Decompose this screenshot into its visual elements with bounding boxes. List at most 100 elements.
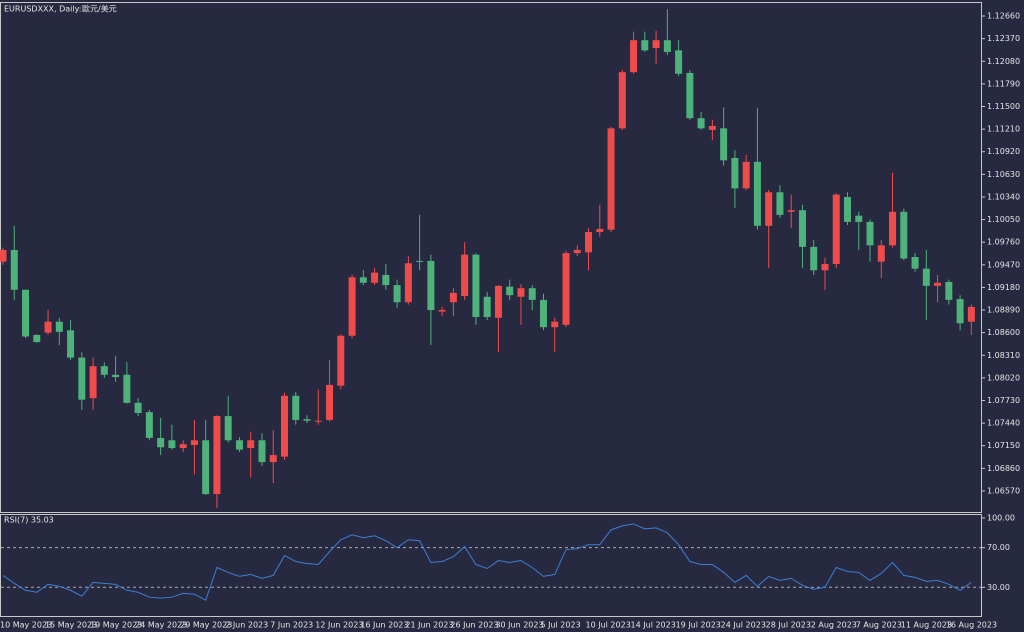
candle-body <box>528 288 536 300</box>
x-tick-label: 14 Jul 2023 <box>631 621 676 630</box>
candle-body <box>663 40 671 52</box>
candle-body <box>956 299 964 324</box>
candle-body <box>708 125 716 130</box>
candle-body <box>427 260 435 311</box>
y-tick-label: 1.11500 <box>987 102 1020 111</box>
y-tick-label: 1.10050 <box>987 215 1020 224</box>
y-tick-label: 70.00 <box>987 543 1010 552</box>
candle-body <box>202 440 210 495</box>
x-tick-label: 7 Jun 2023 <box>270 621 313 630</box>
candle-body <box>652 40 660 49</box>
candle-body <box>539 299 547 328</box>
candle-body <box>630 40 638 73</box>
y-tick-label: 30.00 <box>987 583 1010 592</box>
candle-body <box>348 277 356 336</box>
y-tick-label: 1.06570 <box>987 486 1020 495</box>
candle-body <box>438 310 446 312</box>
x-tick-label: 24 May 2023 <box>135 621 187 630</box>
y-tick-label: 1.09470 <box>987 260 1020 269</box>
candle-body <box>314 420 322 422</box>
candle-body <box>371 272 379 283</box>
x-tick-label: 19 May 2023 <box>90 621 142 630</box>
candle-body <box>911 257 919 269</box>
candle-body <box>247 440 255 449</box>
candle-body <box>461 254 469 296</box>
candle-body <box>416 260 424 262</box>
candle-body <box>33 334 41 342</box>
candle-body <box>765 192 773 226</box>
y-tick-label: 1.08020 <box>987 373 1020 382</box>
candle-body <box>89 366 97 399</box>
x-tick-label: 10 May 2023 <box>0 621 52 630</box>
y-tick-label: 1.10630 <box>987 170 1020 179</box>
candle-body <box>337 335 345 386</box>
candle-body <box>731 157 739 189</box>
x-tick-label: 16 Aug 2023 <box>946 621 997 630</box>
candle-body <box>112 374 120 378</box>
y-tick-label: 1.10340 <box>987 192 1020 201</box>
candle-body <box>900 211 908 259</box>
y-tick-label: 1.06860 <box>987 464 1020 473</box>
candle-body <box>562 253 570 325</box>
candle-body <box>483 296 491 318</box>
candle-body <box>607 128 615 230</box>
candle-body <box>798 210 806 247</box>
candle-body <box>269 455 277 463</box>
candle-body <box>134 402 142 413</box>
candle-body <box>776 192 784 215</box>
candle-body <box>393 285 401 303</box>
candle-body <box>100 366 108 375</box>
candle-body <box>44 321 52 333</box>
y-tick-label: 1.08600 <box>987 328 1020 337</box>
y-tick-label: 1.09760 <box>987 238 1020 247</box>
candle-body <box>787 210 795 212</box>
candle-body <box>472 254 480 318</box>
candle-body <box>720 128 728 161</box>
x-tick-label: 30 Jun 2023 <box>495 621 543 630</box>
x-tick-label: 19 Jul 2023 <box>676 621 721 630</box>
x-tick-label: 2 Aug 2023 <box>811 621 857 630</box>
candle-body <box>832 194 840 265</box>
candle-body <box>303 419 311 421</box>
candle-body <box>821 264 829 271</box>
candle-body <box>179 444 187 449</box>
candle-body <box>67 330 75 358</box>
y-tick-label: 1.10920 <box>987 147 1020 156</box>
y-tick-label: 1.12080 <box>987 57 1020 66</box>
candle-body <box>967 306 975 322</box>
candle-body <box>810 246 818 271</box>
y-tick-label: 1.07440 <box>987 419 1020 428</box>
candle-body <box>10 249 18 290</box>
x-tick-label: 16 Jun 2023 <box>360 621 408 630</box>
candle-body <box>742 161 750 189</box>
candle-body <box>359 277 367 283</box>
candle-body <box>517 288 525 297</box>
x-tick-label: 29 May 2023 <box>180 621 232 630</box>
candle-body <box>934 282 942 286</box>
candle-body <box>641 40 649 51</box>
y-tick-label: 1.08890 <box>987 306 1020 315</box>
y-tick-label: 1.12660 <box>987 12 1020 21</box>
x-tick-label: 2 Jun 2023 <box>225 621 268 630</box>
candle-body <box>326 384 334 420</box>
candle-body <box>235 440 243 450</box>
candle-body <box>449 292 457 303</box>
candle-body <box>145 412 153 438</box>
y-tick-label: 1.11210 <box>987 125 1020 134</box>
candle-body <box>0 249 7 262</box>
candle-body <box>224 416 232 441</box>
y-tick-label: 1.12370 <box>987 34 1020 43</box>
y-tick-label: 1.08310 <box>987 351 1020 360</box>
candle-body <box>877 245 885 262</box>
candle-body <box>123 374 131 403</box>
y-tick-label: 1.07730 <box>987 396 1020 405</box>
y-tick-label: 1.09180 <box>987 283 1020 292</box>
candle-body <box>686 72 694 119</box>
candle-body <box>281 395 288 457</box>
candle-body <box>573 249 581 254</box>
candle-body <box>585 232 593 253</box>
x-tick-label: 21 Jun 2023 <box>405 621 453 630</box>
candle-body <box>922 268 930 286</box>
